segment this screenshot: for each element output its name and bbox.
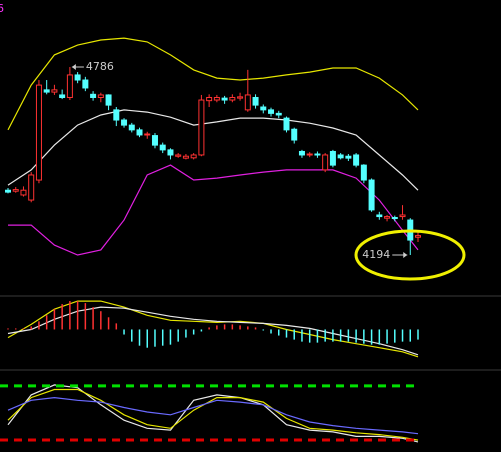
candle-body [128, 124, 135, 131]
candle-body [291, 128, 298, 141]
candle-body [159, 144, 166, 151]
indicator-line [7, 384, 419, 443]
candle-body [391, 217, 398, 220]
candle-body [368, 179, 375, 211]
candle-body [314, 153, 321, 156]
candle-body [105, 94, 112, 106]
candle-body [283, 117, 290, 131]
candle-body [82, 79, 89, 89]
candle-body [51, 89, 58, 93]
candle-body [28, 174, 35, 201]
candle-body [175, 154, 182, 157]
indicator-line [7, 388, 419, 441]
candle-body [97, 94, 104, 98]
indicator-line [7, 37, 419, 131]
candle-body [306, 153, 313, 156]
candle-body [121, 119, 128, 126]
candle-body [322, 154, 329, 171]
candle-body [206, 96, 213, 102]
candle-body [5, 189, 11, 193]
annotation-label: 4786 [86, 60, 114, 73]
candle-body [35, 84, 42, 181]
candle-body [345, 155, 352, 159]
candle-body [384, 216, 391, 219]
candle-body [66, 74, 73, 98]
candle-body [90, 93, 97, 98]
candle-body [275, 112, 282, 116]
candle-body [415, 235, 421, 238]
candle-body [182, 155, 189, 159]
candle-body [113, 109, 120, 121]
candle-body [353, 154, 360, 166]
arrow-head [71, 64, 76, 71]
candle-body [136, 129, 143, 136]
candle-body [213, 96, 220, 101]
highlight-ellipse [354, 229, 466, 281]
candle-body [167, 149, 174, 156]
indicator-line [7, 396, 419, 435]
indicator-line [8, 164, 419, 256]
candle-body [337, 154, 344, 159]
indicator-line [7, 109, 419, 191]
candle-body [229, 96, 236, 101]
candle-body [376, 214, 383, 218]
candle-body [151, 135, 158, 146]
candle-body [198, 99, 205, 156]
candle-body [252, 96, 259, 106]
candle-body [144, 133, 151, 136]
candle-body [298, 150, 305, 156]
candle-body [244, 94, 251, 111]
candle-body [221, 97, 228, 101]
candle-body [59, 94, 66, 98]
candle-body [329, 150, 336, 166]
annotation-label: 4194 [362, 248, 390, 261]
candle-body [20, 189, 27, 196]
candle-body [399, 214, 406, 218]
candle-body [360, 164, 367, 181]
candle-body [43, 89, 50, 93]
candle-body [74, 74, 81, 81]
candle-body [260, 106, 267, 111]
candle-body [268, 109, 275, 114]
candle-body [190, 154, 197, 159]
arrow-head [403, 251, 408, 258]
chart-title: 6 [0, 2, 4, 15]
candle-body [237, 96, 244, 99]
candle-body [12, 189, 19, 192]
